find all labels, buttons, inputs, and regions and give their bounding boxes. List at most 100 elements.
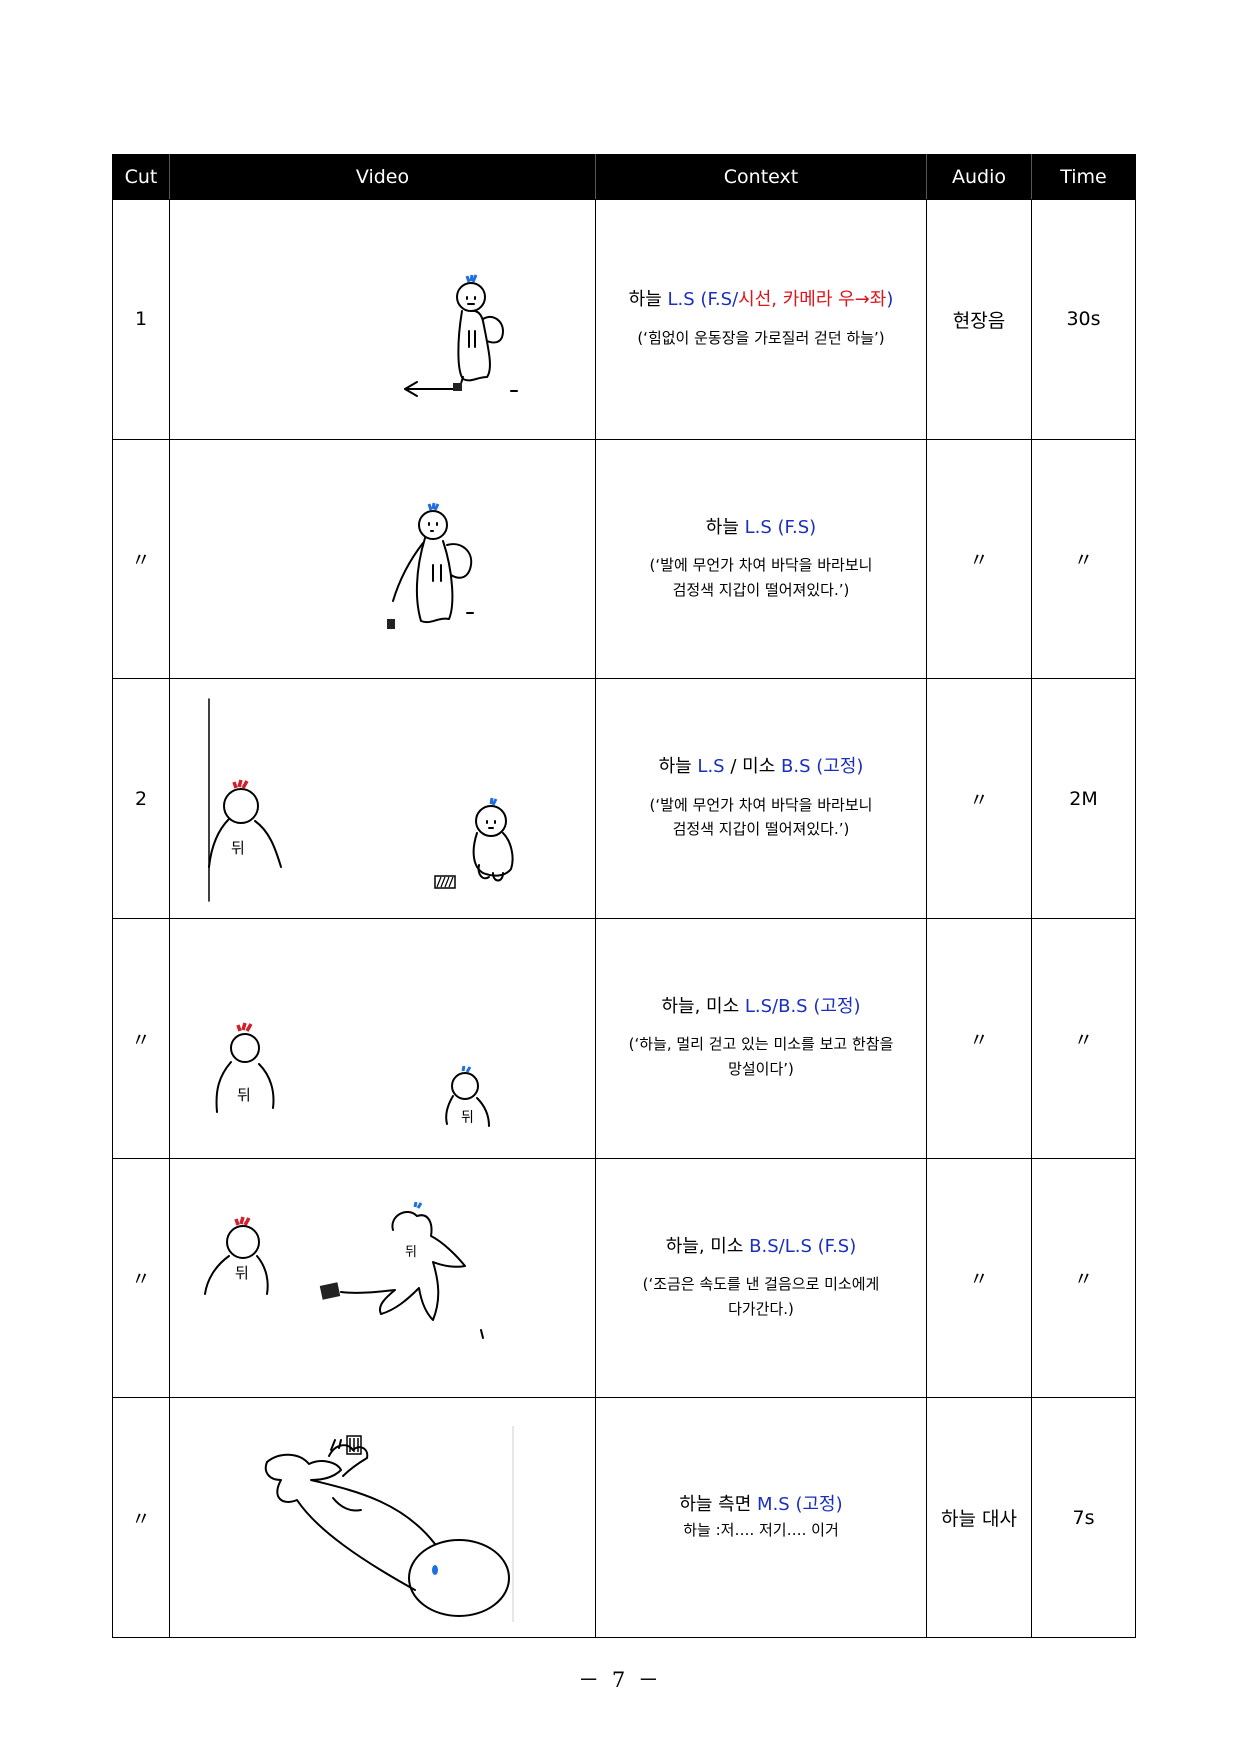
shot-line: 하늘, 미소 B.S/L.S (F.S) [606, 1235, 916, 1258]
cut-cell: 1 [112, 199, 170, 440]
context-cell: 하늘, 미소 B.S/L.S (F.S) (‘조금은 속도를 낸 걸음으로 미소… [595, 1157, 927, 1399]
context-cell: 하늘 L.S / 미소 B.S (고정) (‘발에 무언가 차여 바닥을 바라보… [595, 678, 927, 919]
sketch-approaching-figure: 뒤 뒤 [203, 1201, 484, 1339]
table-row: 〃 하늘 [112, 438, 1136, 680]
scene-description: (‘힘없이 운동장을 가로질러 걷던 하늘’) [637, 328, 885, 347]
audio-cell: 현장음 [926, 199, 1032, 440]
hair-mark-icon [461, 1066, 471, 1074]
shot-size: M.S [757, 1493, 790, 1515]
time-cell: 2M [1031, 678, 1136, 919]
back-label: 뒤 [235, 1264, 249, 1282]
dialogue-line: 하늘 :저…. 저기…. 이거 [683, 1520, 839, 1539]
description-line: (‘하늘, 멀리 걷고 있는 미소를 보고 한참을 [628, 1035, 894, 1054]
shot-size: L.S [697, 756, 725, 778]
scene-description: (‘발에 무언가 차여 바닥을 바라보니 검정색 지갑이 떨어져있다.’) [610, 553, 912, 603]
hair-mark-icon [413, 1201, 422, 1209]
hair-mark-icon [465, 274, 477, 283]
shot-size-2: B.S [781, 756, 811, 778]
description-line: 망설이다’) [728, 1059, 794, 1078]
wallet-icon [345, 1434, 362, 1455]
shot-size: B.S/L.S (F.S) [749, 1235, 857, 1257]
cut-cell: 2 [112, 678, 170, 919]
back-label: 뒤 [405, 1245, 417, 1260]
header-row: Cut Video Context Audio Time [112, 154, 1136, 200]
time-cell: 〃 [1031, 1157, 1136, 1399]
shot-line: 하늘 L.S (F.S) [606, 516, 916, 539]
back-label: 뒤 [461, 1110, 474, 1126]
header-time: Time [1031, 154, 1136, 200]
back-label: 뒤 [231, 839, 245, 857]
wallet-icon [386, 618, 395, 629]
shot-subject: 하늘 [658, 756, 692, 778]
video-cell [169, 199, 596, 440]
time-cell: 7s [1031, 1397, 1136, 1638]
back-label: 뒤 [237, 1086, 251, 1104]
video-cell: 뒤 뒤 [169, 917, 596, 1159]
table-row: 〃 [112, 1397, 1136, 1638]
header-context: Context [595, 154, 927, 200]
shot-subject: 하늘, 미소 [665, 1235, 744, 1257]
video-cell [169, 1397, 596, 1638]
description-line: 다가간다.) [728, 1299, 794, 1318]
shot-size: L.S [667, 289, 695, 311]
hair-mark-icon [489, 797, 497, 806]
context-cell: 하늘 측면 M.S (고정) 하늘 :저…. 저기…. 이거 [595, 1397, 927, 1638]
shot-mode: (고정) [813, 995, 861, 1017]
time-cell: 〃 [1031, 438, 1136, 680]
shot-mode: (고정) [816, 756, 864, 778]
scene-description: (‘발에 무언가 차여 바닥을 바라보니 검정색 지갑이 떨어져있다.’) [610, 793, 912, 843]
shot-subject: 하늘 [705, 516, 739, 538]
context-cell: 하늘, 미소 L.S/B.S (고정) (‘하늘, 멀리 걷고 있는 미소를 보… [595, 917, 927, 1159]
sketch-backs-of-figures: 뒤 뒤 [215, 1022, 490, 1128]
scene-description: (‘조금은 속도를 낸 걸음으로 미소에게 다가간다.) [610, 1272, 912, 1322]
sketch-walking-figure [403, 274, 518, 398]
audio-cell: 〃 [926, 678, 1032, 919]
shot-subject: 하늘 측면 [679, 1493, 752, 1515]
cut-cell: 〃 [112, 917, 170, 1159]
shot-paren-open: ( [700, 289, 708, 311]
description-line: (‘발에 무언가 차여 바닥을 바라보니 [649, 555, 873, 574]
wallet-icon [319, 1282, 340, 1300]
sketch-side-closeup [224, 1425, 513, 1622]
video-cell: 뒤 뒤 [169, 1157, 596, 1399]
shot-line: 하늘 L.S / 미소 B.S (고정) [606, 755, 916, 778]
shot-size: L.S (F.S) [744, 516, 817, 538]
audio-cell: 〃 [926, 438, 1032, 680]
hair-mark-icon [231, 779, 249, 789]
time-cell: 30s [1031, 199, 1136, 440]
shot-framing: F.S/ [707, 289, 739, 311]
cut-cell: 〃 [112, 438, 170, 680]
sketch-two-figures: 뒤 [207, 697, 514, 902]
video-cell [169, 438, 596, 680]
shot-paren-close: ) [886, 289, 894, 311]
context-cell: 하늘 L.S (F.S) (‘발에 무언가 차여 바닥을 바라보니 검정색 지갑… [595, 438, 927, 680]
audio-cell: 〃 [926, 1157, 1032, 1399]
hair-mark-icon [427, 502, 439, 511]
header-audio: Audio [926, 154, 1032, 200]
table-row: 〃 뒤 뒤 [112, 1157, 1136, 1399]
shot-subject: 하늘, 미소 [661, 995, 740, 1017]
header-cut: Cut [112, 154, 170, 200]
table-row: 2 뒤 [112, 678, 1136, 919]
audio-cell: 〃 [926, 917, 1032, 1159]
time-cell: 〃 [1031, 917, 1136, 1159]
shot-size: L.S/B.S [744, 995, 808, 1017]
wallet-icon [433, 874, 456, 889]
header-video: Video [169, 154, 596, 200]
shot-separator: / [730, 756, 737, 778]
storyboard-table: Cut Video Context Audio Time 1 [112, 154, 1136, 1638]
scene-description: (‘하늘, 멀리 걷고 있는 미소를 보고 한참을 망설이다’) [610, 1032, 912, 1082]
video-cell: 뒤 [169, 678, 596, 919]
sketch-looking-down-figure [386, 502, 474, 629]
audio-cell: 하늘 대사 [926, 1397, 1032, 1638]
table-row: 〃 뒤 뒤 하늘, 미소 L.S [112, 917, 1136, 1159]
description-line: 검정색 지갑이 떨어져있다.’) [672, 820, 850, 839]
wallet-icon [452, 383, 462, 392]
table-row: 1 [112, 199, 1136, 440]
hair-mark-icon [431, 1564, 438, 1575]
hair-mark-icon [235, 1022, 253, 1033]
cut-cell: 〃 [112, 1157, 170, 1399]
context-cell: 하늘 L.S (F.S/시선, 카메라 우→좌) (‘힘없이 운동장을 가로질러… [595, 199, 927, 440]
shot-line: 하늘, 미소 L.S/B.S (고정) [606, 995, 916, 1018]
description-line: 검정색 지갑이 떨어져있다.’) [672, 580, 850, 599]
